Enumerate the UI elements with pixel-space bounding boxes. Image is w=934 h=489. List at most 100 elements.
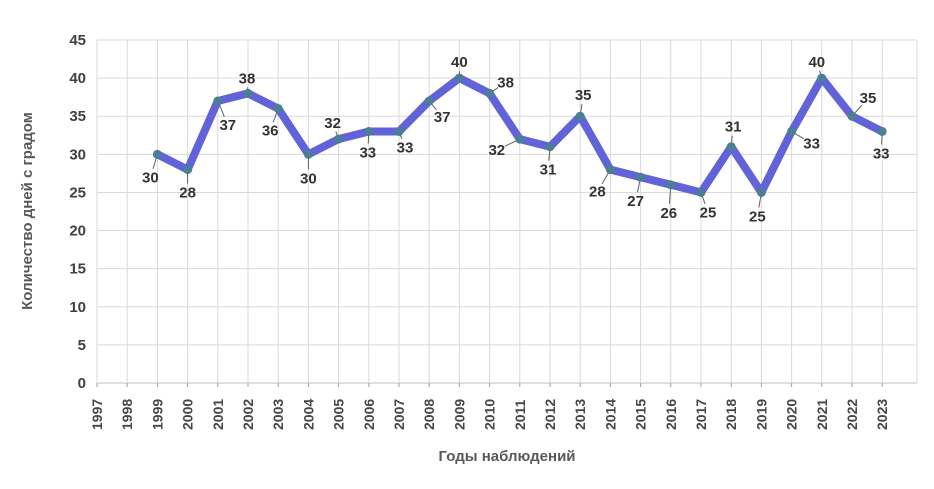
label-leader-line: [668, 188, 672, 204]
x-tick-label: 2015: [633, 399, 649, 430]
label-leader-line: [152, 158, 157, 169]
data-point-marker: [817, 73, 827, 83]
y-tick-label: 20: [69, 223, 86, 240]
data-point-marker: [515, 134, 525, 144]
data-point-marker: [605, 165, 615, 175]
y-axis-title: Количество дней с градом: [19, 112, 36, 310]
label-leader-line: [758, 196, 762, 208]
data-point-label: 40: [808, 54, 825, 71]
data-point-marker: [303, 149, 313, 159]
x-tick-label: 2022: [844, 399, 860, 430]
data-point-label: 27: [627, 193, 644, 210]
x-tick-label: 2018: [723, 399, 739, 430]
data-point-marker: [756, 187, 766, 197]
y-tick-label: 45: [69, 32, 86, 49]
data-point-label: 30: [142, 169, 159, 186]
data-point-marker: [273, 104, 283, 114]
data-point-marker: [213, 96, 223, 106]
x-tick-label: 2002: [240, 399, 256, 430]
data-point-marker: [485, 88, 495, 98]
data-point-marker: [545, 142, 555, 152]
y-tick-label: 40: [69, 70, 86, 87]
x-tick-label: 2004: [300, 399, 316, 430]
data-point-marker: [334, 134, 344, 144]
data-point-label: 33: [803, 135, 820, 152]
x-tick-label: 2005: [331, 399, 347, 430]
data-point-marker: [666, 180, 676, 190]
data-point-marker: [696, 187, 706, 197]
x-tick-label: 2007: [391, 399, 407, 430]
x-tick-label: 2021: [814, 399, 830, 430]
x-tick-label: 1997: [89, 399, 105, 430]
x-tick-label: 2019: [753, 399, 769, 430]
data-point-marker: [424, 96, 434, 106]
data-point-label: 26: [660, 205, 677, 222]
data-point-label: 40: [451, 54, 468, 71]
x-tick-label: 2011: [512, 399, 528, 430]
y-tick-label: 0: [78, 375, 86, 392]
x-tick-label: 2000: [180, 399, 196, 430]
data-point-marker: [394, 126, 404, 136]
data-point-label: 33: [359, 144, 376, 161]
data-point-label: 32: [488, 142, 505, 159]
data-point-label: 32: [324, 115, 341, 132]
data-point-label: 31: [725, 119, 742, 136]
x-tick-label: 2003: [270, 399, 286, 430]
data-point-label: 25: [749, 208, 766, 225]
data-point-label: 36: [262, 123, 279, 140]
data-labels: 30 28 37 38 36 30 32 33 33 37 40 38 32 31 35 28 27 26 25 31…: [142, 54, 889, 225]
label-leader-line: [854, 104, 863, 114]
x-tick-label: 2008: [421, 399, 437, 430]
x-tick-label: 2016: [663, 399, 679, 430]
label-leader-line: [794, 133, 805, 140]
label-leader-line: [218, 104, 225, 117]
data-point-marker: [454, 73, 464, 83]
data-point-label: 38: [239, 70, 256, 87]
data-point-label: 33: [873, 145, 890, 162]
x-tick-label: 1998: [119, 399, 135, 430]
x-tick-label: 2001: [210, 399, 226, 430]
x-tick-label: 2014: [602, 399, 618, 430]
x-tick-label: 2006: [361, 399, 377, 430]
y-tick-label: 5: [78, 337, 86, 354]
data-point-marker: [152, 149, 162, 159]
label-leader-line: [580, 104, 583, 113]
data-point-label: 37: [434, 109, 451, 126]
data-point-label: 35: [860, 90, 877, 107]
y-tick-label: 30: [69, 146, 86, 163]
y-tick-label: 35: [69, 108, 86, 125]
x-axis-title: Годы наблюдений: [438, 448, 575, 465]
data-point-label: 30: [300, 170, 317, 187]
label-leader-line: [504, 140, 517, 147]
label-leader-line: [272, 112, 278, 123]
label-leader-line: [731, 135, 733, 143]
x-tick-label: 2017: [693, 399, 709, 430]
data-point-label: 35: [575, 87, 592, 104]
data-point-marker: [726, 142, 736, 152]
data-point-marker: [877, 126, 887, 136]
x-tick-label: 2020: [784, 399, 800, 430]
data-point-label: 33: [397, 139, 414, 156]
data-point-label: 25: [700, 204, 717, 221]
data-point-marker: [183, 165, 193, 175]
label-leader-line: [335, 131, 338, 136]
label-leader-line: [701, 196, 706, 205]
data-point-marker: [243, 88, 253, 98]
data-point-marker: [787, 126, 797, 136]
label-leader-line: [548, 150, 551, 161]
data-point-marker: [636, 172, 646, 182]
data-series: [152, 73, 887, 197]
label-leader-line: [636, 181, 641, 193]
label-leader-line: [492, 87, 499, 92]
data-point-label: 28: [589, 184, 606, 201]
data-point-label: 28: [179, 185, 196, 202]
data-point-label: 38: [497, 74, 514, 91]
data-point-marker: [364, 126, 374, 136]
data-point-marker: [575, 111, 585, 121]
y-tick-label: 25: [69, 184, 86, 201]
label-leader-line: [431, 103, 437, 111]
data-point-marker: [847, 111, 857, 121]
label-leader-line: [819, 70, 822, 75]
